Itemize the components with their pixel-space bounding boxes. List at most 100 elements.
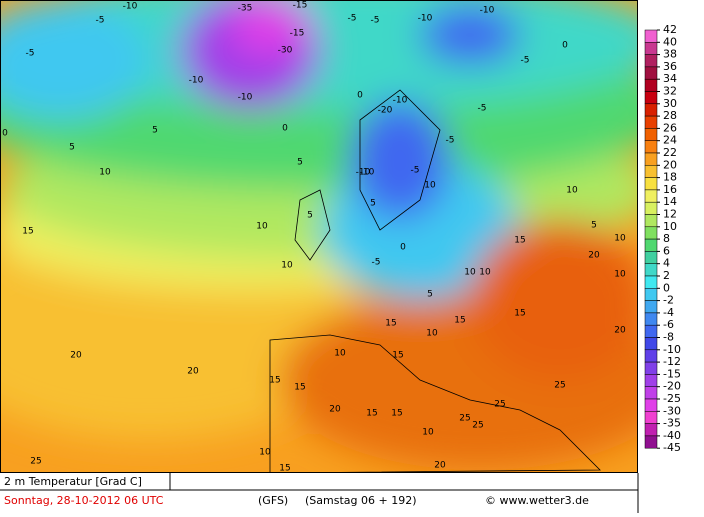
colorbar-band [644, 386, 658, 400]
colorbar-band [644, 238, 658, 252]
contour-label: 0 [2, 129, 8, 139]
contour-label: 5 [152, 126, 158, 136]
colorbar-band [644, 115, 658, 129]
contour-label: 5 [307, 211, 313, 221]
colorbar-band [644, 349, 658, 363]
contour-label: 10 [256, 222, 268, 232]
map [0, 0, 638, 473]
contour-label: 10 [566, 186, 578, 196]
contour-label: -5 [521, 56, 530, 66]
colorbar-label: -45 [663, 441, 681, 454]
contour-label: 10 [99, 168, 111, 178]
colorbar-label: -25 [663, 392, 681, 405]
contour-label: 10 [614, 234, 626, 244]
map-date: Sonntag, 28-10-2012 06 UTC [4, 494, 164, 507]
colorbar-label: 36 [663, 60, 677, 73]
run: (Samstag 06 + 192) [305, 494, 417, 507]
colorbar-band [644, 54, 658, 68]
colorbar-band [644, 337, 658, 351]
contour-label: 0 [282, 124, 288, 134]
colorbar-label: 38 [663, 48, 677, 61]
contour-label: 0 [400, 243, 406, 253]
contour-label: 5 [69, 143, 75, 153]
colorbar-band [644, 374, 658, 387]
contour-label: 5 [370, 199, 376, 209]
colorbar-band [644, 312, 658, 326]
colorbar-band [644, 91, 658, 105]
contour-label: 10 [334, 349, 346, 359]
contour-label: 0 [562, 41, 568, 51]
contour-label: 10 [464, 268, 476, 278]
contour-label: 15 [269, 376, 280, 386]
contour-label: 25 [30, 457, 41, 467]
contour-label: 10 [259, 448, 271, 458]
contour-label: -5 [371, 16, 380, 26]
contour-label: 5 [591, 221, 597, 231]
contour-label: -5 [26, 49, 35, 59]
colorbar-label: 8 [663, 232, 670, 245]
credit: © www.wetter3.de [485, 494, 589, 507]
colorbar-label: -30 [663, 404, 681, 417]
contour-label: -10 [480, 6, 495, 16]
contour-label: 15 [391, 409, 402, 419]
contour-label: 10 [479, 268, 491, 278]
colorbar-label: 16 [663, 183, 677, 196]
contour-label: 15 [514, 236, 525, 246]
colorbar-label: 26 [663, 121, 677, 134]
contour-label: -10 [189, 76, 204, 86]
colorbar-label: -12 [663, 355, 681, 368]
contour-label: 15 [366, 409, 377, 419]
contour-label: -30 [278, 46, 293, 56]
contour-label: 15 [22, 227, 33, 237]
colorbar-band [644, 201, 658, 215]
contour-label: -10 [238, 93, 253, 103]
contour-label: -5 [348, 14, 357, 24]
contour-label: 20 [588, 251, 600, 261]
colorbar-label: 32 [663, 85, 677, 98]
colorbar-band [644, 423, 658, 437]
colorbar-label: 24 [663, 134, 677, 147]
colorbar-band [644, 263, 658, 277]
contour-label: -35 [238, 4, 253, 14]
contour-label: -20 [378, 106, 393, 116]
contour-label: 15 [514, 309, 525, 319]
colorbar-label: 6 [663, 244, 670, 257]
colorbar-label: 14 [663, 195, 677, 208]
contour-label: 20 [434, 461, 446, 471]
contour-label: -10 [360, 168, 375, 178]
colorbar-label: 4 [663, 257, 670, 270]
contour-label: 20 [70, 351, 82, 361]
colorbar-label: 20 [663, 158, 677, 171]
contour-label: 15 [279, 464, 290, 474]
colorbar-band [644, 66, 658, 80]
contour-label: -10 [356, 168, 371, 178]
model: (GFS) [258, 494, 288, 507]
contour-label: 10 [281, 261, 293, 271]
colorbar-label: -4 [663, 306, 674, 319]
colorbar-label: 2 [663, 269, 670, 282]
contour-label: 10 [422, 428, 434, 438]
colorbar-band [644, 300, 658, 314]
colorbar-label: -6 [663, 318, 674, 331]
contour-label: 10 [614, 270, 626, 280]
colorbar-band [644, 177, 658, 191]
colorbar-label: 34 [663, 72, 677, 85]
colorbar-label: 10 [663, 220, 677, 233]
colorbar-band [644, 29, 658, 43]
colorbar-label: 40 [663, 35, 677, 48]
colorbar-band [644, 152, 658, 166]
colorbar-label: -35 [663, 417, 681, 430]
contour-label: 15 [385, 319, 396, 329]
contour-label: 20 [329, 405, 341, 415]
contour-label: -5 [411, 166, 420, 176]
contour-label: 5 [427, 290, 433, 300]
colorbar-label: -8 [663, 331, 674, 344]
map-title: 2 m Temperatur [Grad C] [4, 475, 142, 488]
colorbar-band [644, 275, 658, 289]
contour-label: 25 [494, 400, 505, 410]
contour-label: 10 [424, 181, 436, 191]
colorbar-band [644, 361, 658, 375]
colorbar-label: 18 [663, 171, 677, 184]
colorbar-band [644, 103, 658, 117]
